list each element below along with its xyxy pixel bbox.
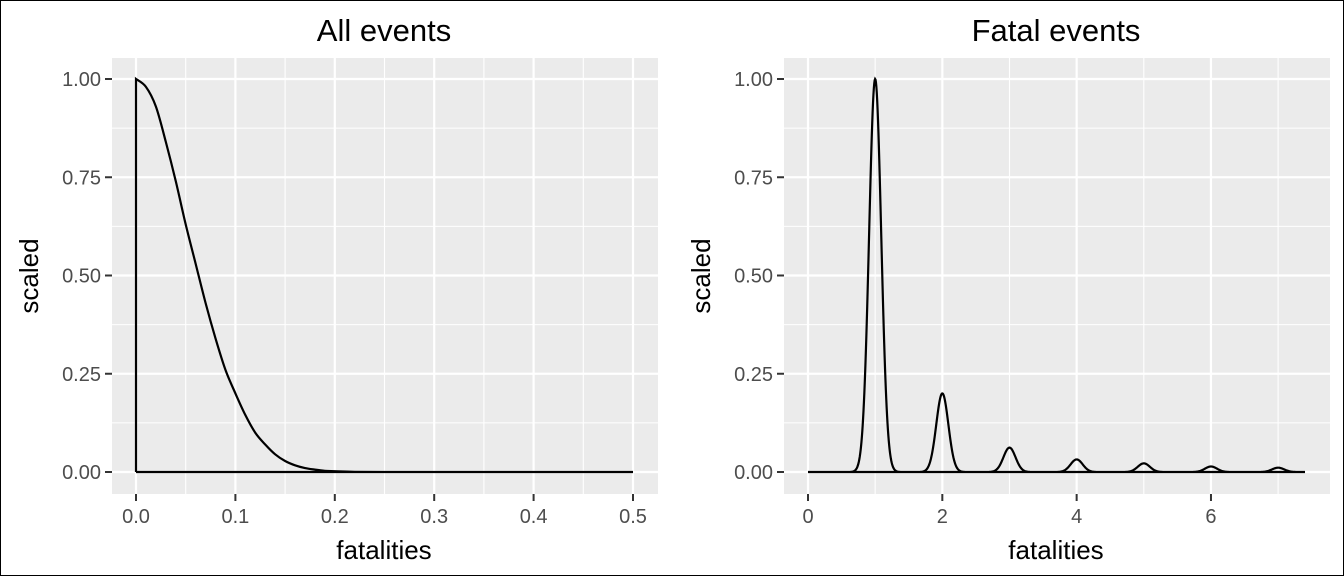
- x-tick-label: 0: [802, 506, 813, 528]
- y-tick-label: 0.75: [62, 167, 101, 189]
- x-axis-label: fatalities: [336, 535, 431, 565]
- y-tick-label: 0.50: [734, 266, 773, 288]
- x-tick-label: 4: [1071, 506, 1082, 528]
- y-axis-ticks: 0.00 0.25 0.50 0.75 1.00: [62, 69, 112, 484]
- panel-all-events: 0.000.250.500.751.00 0.0 0.1 0.2 0.3 0.4 0.5 …: [14, 13, 658, 565]
- x-axis-ticks: 0 2 4 6: [802, 494, 1217, 528]
- y-axis-ticks: 0.00 0.25 0.50 0.75 1.00: [734, 69, 784, 484]
- y-tick-label: 0.00: [734, 462, 773, 484]
- y-tick-label: 0.25: [734, 364, 773, 386]
- y-tick-label: 0.25: [62, 364, 101, 386]
- density-line: [808, 76, 1305, 474]
- panel-fatal-events: 0.00 0.25 0.50 0.75 1.00 0 2 4 6 Fatal events f…: [686, 13, 1330, 565]
- y-tick-label: 0.50: [62, 266, 101, 288]
- x-tick-label: 6: [1205, 506, 1216, 528]
- density-line: [134, 76, 633, 474]
- x-axis-label: fatalities: [1008, 535, 1103, 565]
- x-tick-label: 0.5: [619, 506, 647, 528]
- x-tick-label: 0.2: [321, 506, 349, 528]
- y-tick-label: 0.00: [62, 462, 101, 484]
- x-tick-label: 0.0: [122, 506, 150, 528]
- x-tick-label: 0.1: [221, 506, 249, 528]
- y-tick-label: 1.00: [734, 69, 773, 91]
- panel-title: Fatal events: [972, 13, 1141, 48]
- grid-lines: [784, 58, 1330, 494]
- x-tick-label: 2: [937, 506, 948, 528]
- y-axis-label: scaled: [14, 238, 44, 313]
- x-tick-label: 0.4: [520, 506, 548, 528]
- y-tick-label: 1.00: [62, 69, 101, 91]
- y-tick-label: 0.75: [734, 167, 773, 189]
- panel-title: All events: [317, 13, 451, 48]
- x-tick-label: 0.3: [420, 506, 448, 528]
- x-axis-ticks: 0.0 0.1 0.2 0.3 0.4 0.5: [122, 494, 647, 528]
- y-axis-label: scaled: [686, 238, 716, 313]
